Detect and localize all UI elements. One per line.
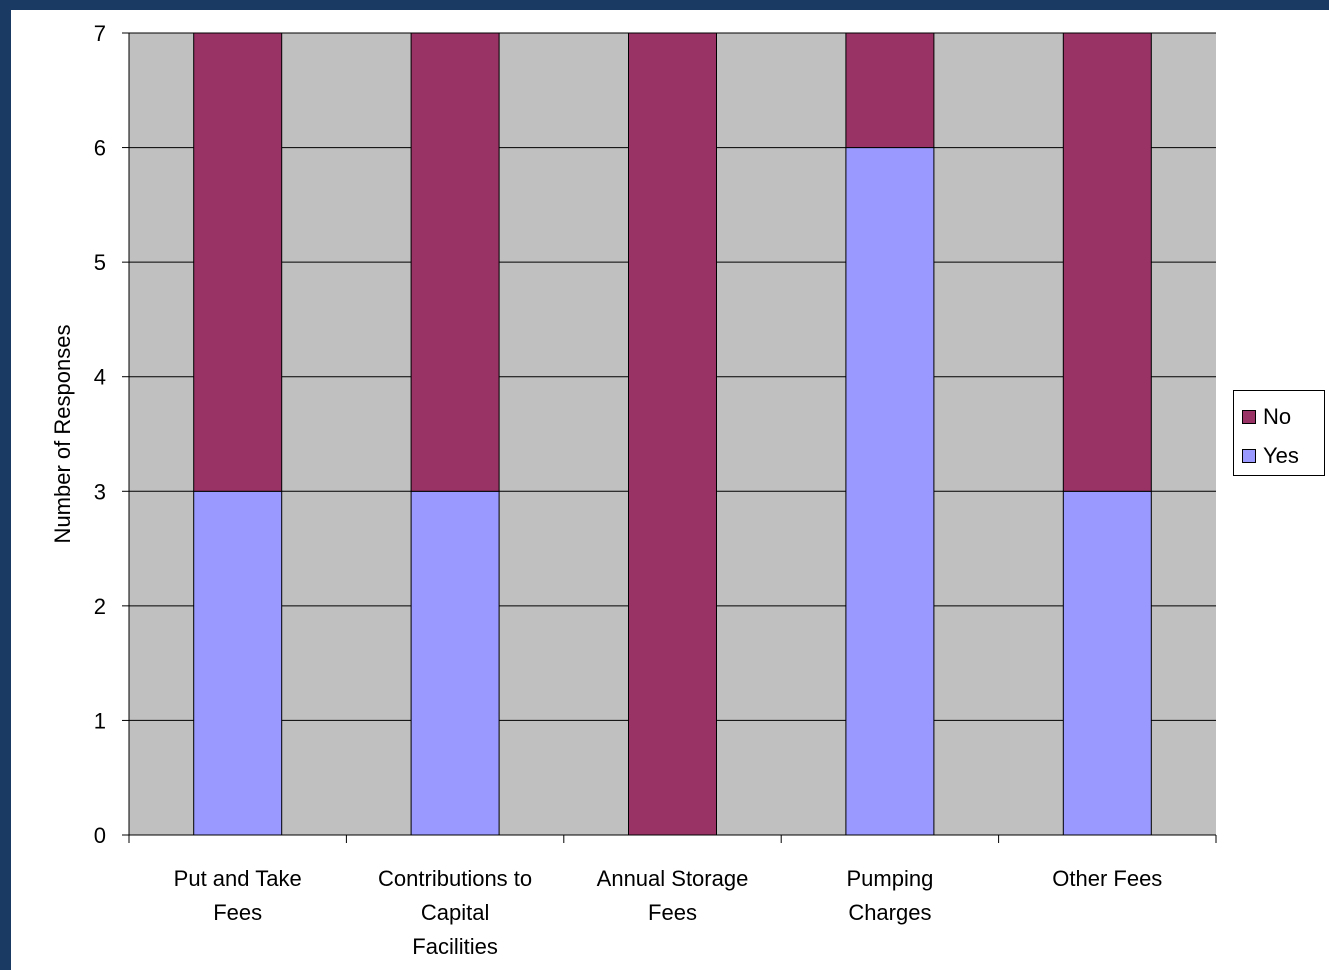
bar-no [845,32,935,149]
x-category-label: Contributions to Capital Facilities [378,866,532,959]
bar-no [628,32,717,836]
x-category-label: Pumping Charges [846,866,933,925]
bar-no [1062,32,1152,492]
y-tick-label: 6 [94,136,106,161]
legend-item-yes: Yes [1242,442,1299,470]
x-category-label: Put and Take Fees [174,866,302,925]
frame-border-top [0,0,1329,10]
x-category-label: Other Fees [1052,866,1162,891]
bar-no [410,32,500,492]
legend-item-no: No [1242,403,1291,431]
bar-no [193,32,283,492]
y-tick-label: 4 [94,365,106,390]
legend-label-no: No [1263,404,1292,429]
y-tick-label: 3 [94,479,106,504]
legend: No Yes [1233,390,1325,476]
bar-yes [845,147,935,836]
legend-swatch-no [1242,410,1256,424]
frame-border-left [0,0,11,970]
x-category-label: Annual Storage Fees [597,866,749,925]
bar-yes [1062,490,1152,836]
bar-yes [410,490,500,836]
legend-label-yes: Yes [1263,443,1299,468]
legend-swatch-yes [1242,449,1256,463]
y-tick-label: 7 [94,21,106,46]
y-axis-title: Number of Responses [50,325,75,544]
y-tick-label: 2 [94,594,106,619]
y-tick-label: 5 [94,250,106,275]
bar-yes [193,490,283,836]
y-tick-label: 0 [94,823,106,848]
y-tick-label: 1 [94,708,106,733]
